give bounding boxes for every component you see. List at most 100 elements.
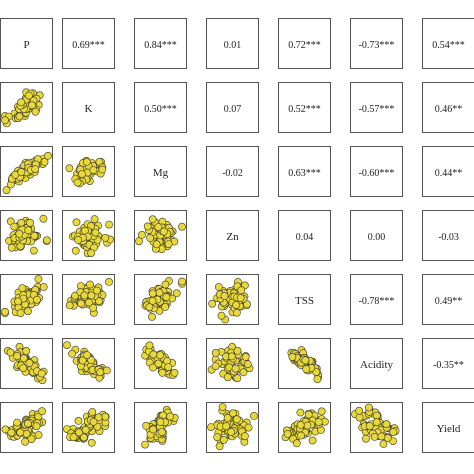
scatter-point xyxy=(23,419,32,428)
panel-1-5: -0.57*** xyxy=(350,82,403,133)
scatter-point xyxy=(159,227,168,236)
panel-3-3: Zn xyxy=(206,210,259,261)
scatter-point xyxy=(17,98,25,107)
scatter-point xyxy=(78,356,87,365)
scatter-point xyxy=(240,432,249,441)
scatter-point xyxy=(154,359,163,368)
scatter-point xyxy=(233,374,242,383)
panel-6-6: Yield xyxy=(422,402,474,453)
scatter-point xyxy=(19,364,28,372)
correlation-label: -0.02 xyxy=(222,168,243,179)
scatter-point xyxy=(223,413,232,422)
scatter-point xyxy=(313,375,322,383)
scatter-point xyxy=(308,436,317,445)
scatter-point xyxy=(98,165,107,174)
panel-border xyxy=(134,82,187,133)
panel-6-1 xyxy=(62,402,115,453)
scatter-point xyxy=(65,301,74,310)
scatter-point xyxy=(1,116,9,125)
scatter-point xyxy=(39,283,48,291)
scatter-point xyxy=(72,218,81,227)
scatter-point xyxy=(68,349,76,358)
scatter-point xyxy=(370,432,379,441)
scatter-point xyxy=(389,428,398,436)
panel-2-2: Mg xyxy=(134,146,187,197)
panel-1-4: 0.52*** xyxy=(278,82,331,133)
scatter-point xyxy=(146,234,154,242)
scatter-point xyxy=(31,107,40,116)
panel-5-0 xyxy=(0,338,53,389)
scatter-point xyxy=(24,91,33,100)
scatter-point xyxy=(302,365,311,373)
panel-2-5: -0.60*** xyxy=(350,146,403,197)
scatter-point xyxy=(77,299,85,308)
correlation-label: 0.01 xyxy=(224,40,242,51)
scatter-point xyxy=(145,341,154,350)
panel-5-5: Acidity xyxy=(350,338,403,389)
panel-2-4: 0.63*** xyxy=(278,146,331,197)
panel-3-5: 0.00 xyxy=(350,210,403,261)
panel-border xyxy=(422,338,474,389)
scatter-point xyxy=(91,228,100,237)
scatter-point xyxy=(89,303,98,312)
scatter-point xyxy=(362,434,370,443)
correlation-label: 0.00 xyxy=(368,232,386,243)
scatter-point xyxy=(148,215,157,224)
panel-1-2: 0.50*** xyxy=(134,82,187,133)
scatter-point xyxy=(135,237,143,246)
scatter-point xyxy=(219,435,228,444)
scatter-point xyxy=(15,229,24,238)
panel-0-1: 0.69*** xyxy=(62,18,115,69)
panel-border xyxy=(350,82,403,133)
scatter-point xyxy=(7,243,16,252)
scatter-point xyxy=(16,428,25,437)
scatter-point xyxy=(87,356,96,364)
scatter-point xyxy=(74,416,83,425)
scatter-point xyxy=(33,295,41,304)
scatter-point xyxy=(39,214,48,223)
variable-label: TSS xyxy=(295,295,314,307)
correlation-label: 0.63*** xyxy=(288,168,321,179)
scatter-point xyxy=(148,289,157,298)
panel-1-6: 0.46** xyxy=(422,82,474,133)
scatter-point xyxy=(239,368,248,377)
scatter-point xyxy=(65,164,74,173)
scatter-point xyxy=(71,246,80,255)
scatter-point xyxy=(292,439,301,448)
panel-border xyxy=(134,18,187,69)
scatter-point xyxy=(164,363,173,371)
scatter-point xyxy=(37,369,46,378)
scatter-point xyxy=(149,350,158,359)
scatter-point xyxy=(142,421,150,430)
scatter-point xyxy=(24,226,33,235)
scatter-point xyxy=(38,407,46,416)
scatter-point xyxy=(44,151,52,160)
scatter-point xyxy=(365,422,374,431)
scatter-point xyxy=(382,420,391,429)
scatter-point xyxy=(297,431,305,440)
scatter-point xyxy=(217,311,226,320)
scatter-point xyxy=(75,428,83,437)
panel-4-2 xyxy=(134,274,187,325)
scatter-point xyxy=(80,433,88,442)
scatter-point xyxy=(227,352,236,361)
variable-label: Yield xyxy=(437,423,461,435)
scatter-point xyxy=(301,356,310,365)
scatter-point xyxy=(2,186,11,195)
scatter-point xyxy=(158,368,167,377)
scatter-point xyxy=(214,283,223,291)
panel-border xyxy=(278,210,331,261)
scatter-point xyxy=(213,433,222,442)
variable-label: Acidity xyxy=(360,359,393,371)
panel-border xyxy=(350,146,403,197)
correlation-label: 0.84*** xyxy=(144,40,177,51)
scatter-point xyxy=(30,231,39,240)
panel-border xyxy=(422,18,474,69)
scatter-point xyxy=(232,415,241,424)
scatter-point xyxy=(317,407,326,416)
scatter-point xyxy=(16,309,25,317)
panel-3-0 xyxy=(0,210,53,261)
scatter-point xyxy=(218,403,227,411)
scatter-point xyxy=(18,284,27,293)
scatter-point xyxy=(237,286,246,295)
